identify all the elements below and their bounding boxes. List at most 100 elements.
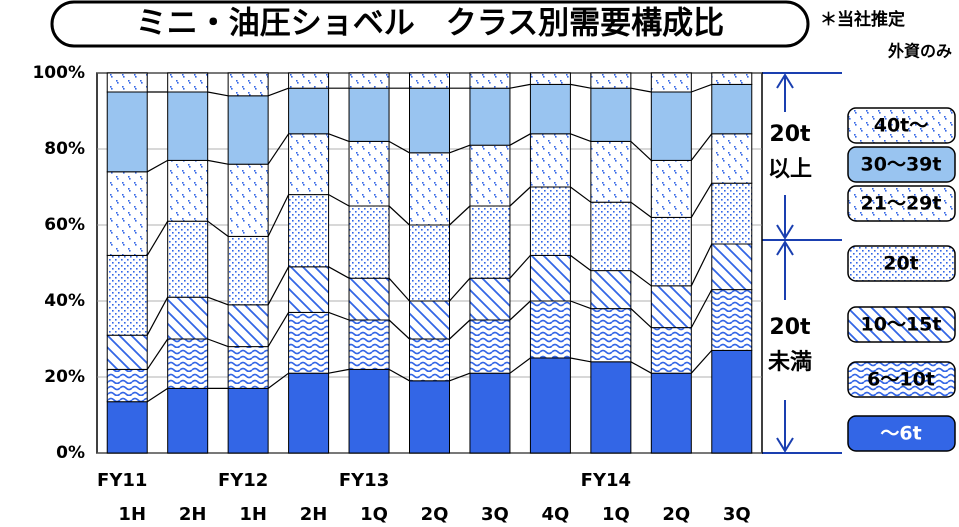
y-tick-label: 20%	[44, 367, 85, 387]
bar-segment	[590, 201, 632, 272]
y-tick-label: 60%	[44, 215, 85, 235]
bar-segment	[590, 308, 632, 363]
bar-segment	[711, 83, 753, 135]
bar-segment	[227, 72, 269, 97]
note: ＊当社推定	[820, 9, 905, 30]
x-tick-label: 1H	[118, 504, 146, 525]
connector-line	[146, 159, 168, 173]
connector-line	[388, 277, 410, 302]
connector-line	[570, 254, 592, 272]
bracket-label: 20t	[769, 315, 811, 340]
bar-segment	[469, 372, 511, 454]
connector-line	[691, 83, 712, 93]
legend-swatch	[847, 306, 956, 343]
bar-segment	[167, 91, 209, 161]
legend-label: ～6t	[880, 423, 921, 445]
bar-segment	[348, 72, 390, 89]
connector-line	[509, 357, 531, 374]
connector-line	[388, 319, 410, 340]
bar-segment	[529, 72, 571, 85]
bar-segment	[529, 254, 571, 302]
bar-segment	[409, 338, 450, 382]
bar-segment	[288, 87, 330, 135]
connector-line	[267, 87, 289, 97]
connector-line	[388, 368, 410, 382]
bar-segment	[650, 327, 692, 374]
chart-title: ミニ・油圧ショベル クラス別需要構成比	[136, 6, 724, 42]
bar-segment	[711, 133, 753, 184]
connector-line	[328, 311, 350, 321]
bar-segment	[348, 368, 390, 454]
x-tick-label: 2H	[300, 504, 328, 525]
bar-segment	[650, 216, 692, 287]
legend-label: 30～39t	[861, 154, 942, 176]
bar-segment	[529, 133, 571, 188]
connector-line	[328, 194, 350, 207]
legend-label: 20t	[883, 253, 919, 275]
bar-segment	[590, 72, 632, 89]
bar-segment	[106, 91, 148, 173]
connector-line	[267, 266, 290, 306]
bar-segment	[106, 72, 148, 93]
bar-segment	[409, 300, 450, 340]
connector-line	[630, 87, 652, 93]
bar-segment	[409, 72, 450, 89]
legend-swatch	[847, 185, 956, 222]
legend-title: 外資のみ	[887, 42, 952, 61]
connector-line	[328, 133, 350, 142]
bar-segment	[711, 182, 753, 245]
connector-line	[690, 182, 713, 218]
title-frame	[50, 0, 810, 48]
connector-line	[570, 83, 591, 89]
legend-swatch	[847, 245, 956, 282]
connector-line	[630, 308, 652, 329]
connector-line	[630, 361, 652, 374]
bar-segment	[409, 224, 450, 302]
bar-segment	[106, 171, 148, 256]
connector-line	[570, 133, 592, 142]
legend-label: 6～10t	[867, 369, 935, 391]
connector-line	[207, 338, 229, 348]
legend-swatch	[847, 415, 956, 452]
bar-segment	[106, 254, 148, 336]
bar-segment	[650, 285, 692, 329]
x-tick-label: 1Q	[360, 504, 388, 525]
bracket-label: 未満	[768, 349, 812, 375]
bar-segment	[650, 372, 692, 454]
bar-segment	[227, 387, 269, 454]
bar-segment	[590, 270, 632, 310]
bar-segment	[650, 72, 692, 93]
connector-line	[146, 296, 169, 336]
connector-line	[449, 205, 471, 226]
connector-line	[146, 220, 169, 256]
connector-line	[267, 372, 289, 389]
x-tick-label: 1H	[239, 504, 267, 525]
bar-segment	[650, 159, 692, 218]
bar-segment	[288, 372, 330, 454]
bar-segment	[409, 380, 450, 454]
connector-line	[328, 266, 350, 279]
x-tick-label: 1Q	[602, 504, 630, 525]
bar-segment	[348, 205, 390, 279]
connector-line	[690, 243, 713, 287]
connector-line	[509, 186, 531, 207]
bar-segment	[227, 95, 269, 165]
bar-segment	[288, 266, 330, 313]
legend-label: 10～15t	[861, 314, 942, 336]
connector-line	[630, 140, 652, 161]
x-group-label: FY12	[218, 470, 268, 491]
connector-line	[146, 387, 169, 403]
bar-segment	[348, 87, 390, 142]
connector-line	[509, 300, 531, 321]
bar-segment	[288, 194, 330, 268]
connector-line	[690, 289, 713, 328]
connector-line	[509, 133, 531, 146]
bar-segment	[469, 205, 511, 279]
connector-line	[570, 300, 592, 310]
connector-line	[388, 140, 410, 154]
connector-line	[509, 83, 531, 89]
bar-segment	[529, 357, 571, 454]
bar-segment	[288, 72, 330, 89]
